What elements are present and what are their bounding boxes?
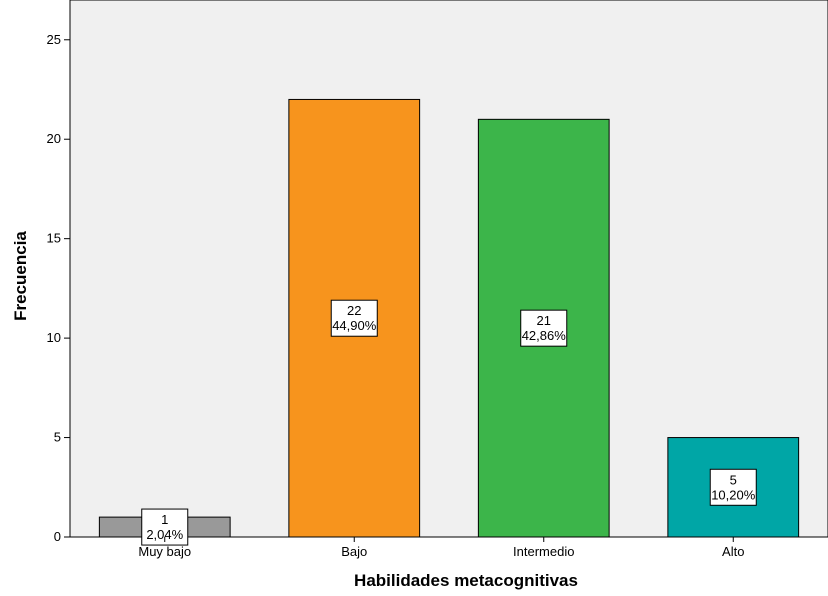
y-tick-label: 15	[47, 231, 61, 246]
x-axis: Muy bajo Bajo Intermedio Alto	[138, 537, 744, 559]
data-label-percent: 44,90%	[332, 318, 377, 333]
data-label-percent: 42,86%	[522, 328, 567, 343]
x-tick-label: Alto	[722, 544, 744, 559]
data-label-percent: 2,04%	[146, 527, 183, 542]
data-label-box	[330, 299, 378, 337]
data-label-box	[709, 468, 757, 506]
x-tick-label: Intermedio	[513, 544, 574, 559]
data-label-count: 21	[537, 313, 551, 328]
data-label-box	[520, 309, 568, 347]
y-tick-label: 25	[47, 32, 61, 47]
x-axis-title: Habilidades metacognitivas	[354, 571, 578, 590]
data-label-count: 5	[730, 472, 737, 487]
y-axis: 0 5 10 15 20 25	[47, 32, 70, 544]
y-tick-label: 10	[47, 330, 61, 345]
data-label-count: 22	[347, 303, 361, 318]
y-tick-label: 20	[47, 131, 61, 146]
y-tick-label: 5	[54, 430, 61, 445]
data-label: 510,20%	[709, 468, 757, 506]
x-tick-label: Muy bajo	[138, 544, 191, 559]
data-label-percent: 10,20%	[711, 487, 756, 502]
data-label-count: 1	[161, 512, 168, 527]
y-axis-title: Frecuencia	[11, 231, 30, 321]
y-tick-label: 0	[54, 529, 61, 544]
x-tick-label: Bajo	[341, 544, 367, 559]
